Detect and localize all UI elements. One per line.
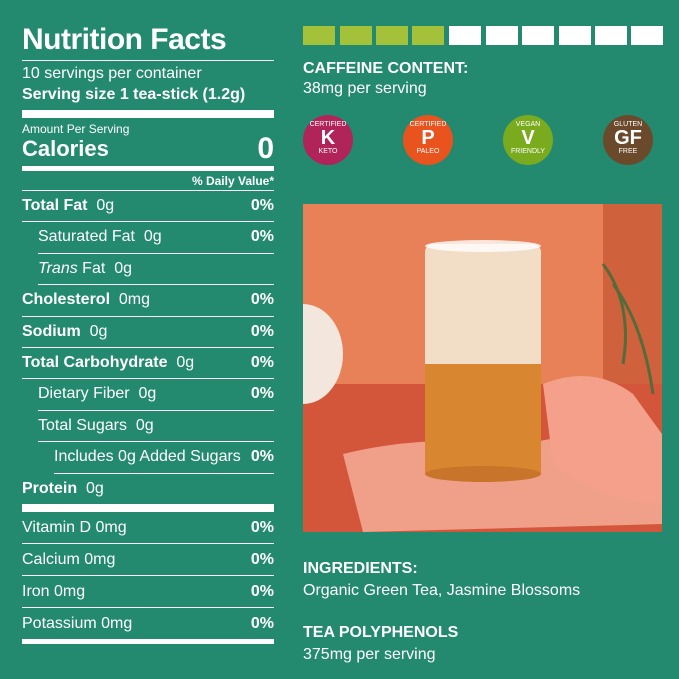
badge-top: VEGAN (515, 121, 541, 128)
vitamin-amount: 0mg (54, 582, 86, 600)
badge-top: CERTIFIED (309, 121, 347, 128)
nutrient-name: Total Carbohydrate (22, 353, 168, 371)
badge-mark: K (320, 127, 336, 149)
nutrient-label: Cholesterol (22, 291, 110, 308)
nutrient-dv: 0% (250, 322, 274, 340)
ingredients-title: INGREDIENTS: (303, 560, 418, 577)
daily-value-header: % Daily Value* (191, 174, 274, 188)
nutrient-amount: 0mg (118, 291, 151, 309)
badge-bottom: KETO (318, 148, 338, 155)
nutrient-row: Total Carbohydrate 0g 0% (22, 348, 274, 380)
badge-top: CERTIFIED (409, 121, 447, 128)
badge-mark: V (521, 127, 535, 149)
badge-mark: GF (614, 127, 642, 149)
vitamin-dv: 0% (250, 550, 274, 568)
nutrient-amount: 0g (176, 353, 195, 371)
nutrition-title: Nutrition Facts (22, 23, 227, 56)
nutrient-name: Total Sugars (38, 416, 127, 434)
nutrient-amount: 0g (96, 197, 115, 214)
nutrient-label: Trans Fat (38, 260, 105, 277)
vitamin-dv: 0% (250, 582, 274, 600)
nutrient-dv: 0% (250, 228, 274, 246)
calories-label: Calories (22, 136, 109, 161)
nutrient-name: Dietary Fiber (38, 385, 130, 403)
nutrient-label: Saturated Fat (38, 228, 135, 245)
nutrient-amount: 0g (86, 479, 104, 497)
vitamin-row: Iron 0mg 0% (22, 576, 274, 608)
polyphenols-title: TEA POLYPHENOLS (303, 624, 459, 641)
amount-per-serving: Amount Per Serving (22, 122, 130, 136)
nutrient-amount: 0g (143, 228, 162, 246)
badge-mark: P (421, 127, 435, 149)
nutrient-label: Dietary Fiber (38, 385, 130, 402)
nutrient-row: Dietary Fiber 0g 0% (38, 379, 274, 411)
servings: 10 servings per container (22, 65, 202, 82)
nutrient-name: Saturated Fat (38, 228, 135, 246)
nutrient-dv: 0% (250, 197, 274, 214)
nutrient-label: Total Sugars (38, 417, 127, 434)
nutrient-row: Saturated Fat 0g 0% (38, 222, 274, 254)
nutrient-label-italic: Trans (38, 259, 78, 277)
nutrient-name: Includes 0g Added Sugars (54, 448, 241, 466)
vitamin-amount: 0mg (84, 550, 116, 568)
nutrient-row: Trans Fat 0g (38, 254, 274, 286)
vitamin-amount: 0mg (95, 518, 127, 536)
nutrient-label: Total Carbohydrate (22, 354, 168, 371)
badge-top: GLUTEN (613, 121, 643, 128)
polyphenols-text: 375mg per serving (303, 646, 436, 663)
nutrient-name: Total Fat (22, 197, 88, 214)
badge: CERTIFIED K KETO (303, 115, 353, 165)
vitamin-label: Calcium (22, 550, 80, 568)
vitamin-dv: 0% (250, 614, 274, 632)
nutrient-dv: 0% (250, 291, 274, 309)
nutrient-row: Protein 0g (22, 474, 274, 504)
vitamin-list: Vitamin D 0mg 0% Calcium 0mg 0% Iron 0mg 0% Po… (22, 512, 274, 639)
nutrient-row: Includes 0g Added Sugars 0% (54, 442, 274, 474)
nutrient-name: Protein (22, 479, 78, 497)
product-photo (303, 204, 662, 532)
vitamin-label: Potassium (22, 614, 97, 632)
nutrient-dv: 0% (250, 353, 274, 371)
nutrient-amount: 0g (138, 385, 157, 403)
badge: CERTIFIED P PALEO (403, 115, 453, 165)
caffeine-text: 38mg per serving (303, 80, 427, 97)
badge: VEGAN V FRIENDLY (503, 115, 553, 165)
nutrient-row: Cholesterol 0mg 0% (22, 285, 274, 317)
ingredients-text: Organic Green Tea, Jasmine Blossoms (303, 582, 581, 599)
nutrient-row: Total Fat 0g 0% (22, 191, 274, 223)
badge-bottom: PALEO (416, 148, 440, 155)
nutrient-name: Cholesterol (22, 291, 111, 309)
badge: GLUTEN GF FREE (603, 115, 653, 165)
nutrient-dv: 0% (250, 448, 274, 466)
vitamin-label: Iron (22, 582, 50, 600)
vitamin-row: Calcium 0mg 0% (22, 544, 274, 576)
nutrient-label: Sodium (22, 323, 81, 340)
vitamin-row: Potassium 0mg 0% (22, 608, 274, 639)
nutrient-row: Total Sugars 0g (38, 411, 274, 443)
nutrient-amount: 0g (89, 322, 108, 340)
calories-value: 0 (257, 132, 274, 165)
badge-bottom: FRIENDLY (510, 148, 546, 155)
nutrient-label: Total Fat (22, 197, 87, 214)
vitamin-amount: 0mg (101, 614, 133, 632)
vitamin-dv: 0% (250, 518, 274, 536)
nutrient-list: Total Fat 0g 0% Saturated Fat 0g 0% Trans Fa… (22, 191, 274, 504)
vitamin-label: Vitamin D (22, 518, 92, 536)
nutrition-panel: Nutrition Facts 10 servings per containe… (22, 22, 274, 644)
nutrient-amount: 0g (114, 259, 132, 277)
nutrient-dv: 0% (250, 385, 274, 403)
vitamin-row: Vitamin D 0mg 0% (22, 512, 274, 544)
nutrient-label: Includes 0g Added Sugars (54, 448, 241, 465)
nutrient-label: Protein (22, 480, 77, 497)
serving-size: Serving size 1 tea-stick (1.2g) (22, 86, 246, 103)
nutrient-name: Fat (82, 259, 106, 277)
nutrient-amount: 0g (135, 416, 154, 434)
nutrient-name: Sodium (22, 322, 81, 340)
nutrient-row: Sodium 0g 0% (22, 317, 274, 348)
badge-bottom: FREE (618, 148, 638, 155)
caffeine-title: CAFFEINE CONTENT: (303, 60, 469, 77)
